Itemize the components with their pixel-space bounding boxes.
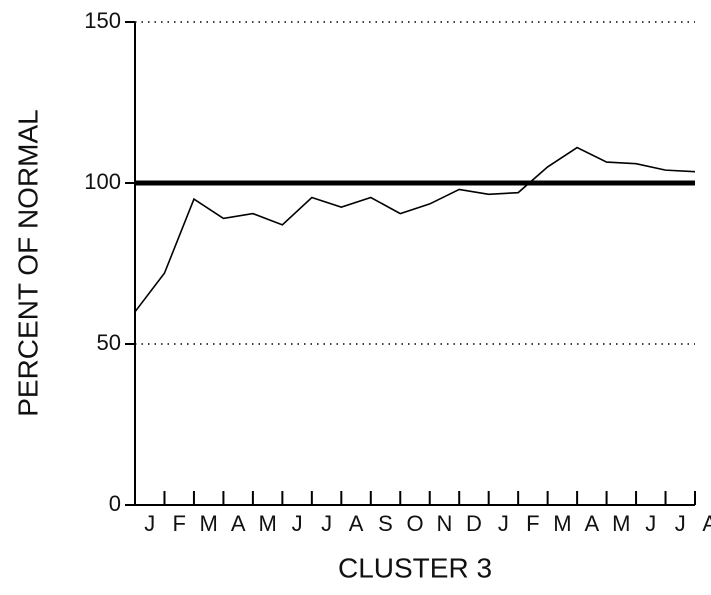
x-tick-label: J — [292, 511, 303, 536]
x-tick-label: J — [675, 511, 686, 536]
y-tick-label: 100 — [84, 169, 121, 194]
x-tick-label: A — [349, 511, 364, 536]
x-tick-label: O — [406, 511, 423, 536]
x-tick-label: J — [321, 511, 332, 536]
x-tick-label: M — [612, 511, 630, 536]
x-tick-label: J — [144, 511, 155, 536]
y-axis-label: PERCENT OF NORMAL — [12, 109, 43, 417]
x-tick-label: M — [553, 511, 571, 536]
x-tick-label: J — [645, 511, 656, 536]
x-tick-label: F — [172, 511, 185, 536]
x-axis-label: CLUSTER 3 — [338, 552, 492, 583]
x-tick-label: D — [466, 511, 482, 536]
x-tick-label: M — [258, 511, 276, 536]
x-tick-label: S — [378, 511, 393, 536]
y-tick-label: 150 — [84, 8, 121, 33]
x-tick-label: M — [200, 511, 218, 536]
x-tick-label: F — [526, 511, 539, 536]
x-tick-label: A — [231, 511, 246, 536]
y-tick-label: 50 — [97, 330, 121, 355]
x-tick-label: J — [498, 511, 509, 536]
x-tick-label: A — [584, 511, 599, 536]
x-tick-label: N — [437, 511, 453, 536]
data-line — [134, 146, 696, 313]
x-tick-label: A — [702, 511, 711, 536]
y-tick-label: 0 — [109, 491, 121, 516]
